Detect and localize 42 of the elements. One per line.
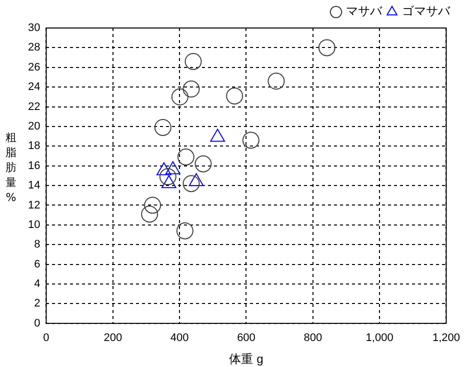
point	[159, 168, 176, 186]
x-tick-label: 1,200	[432, 332, 460, 344]
y-axis-title: 粗脂肪量%	[4, 130, 18, 205]
y-tick-label: 20	[28, 120, 40, 132]
y-tick-label: 0	[34, 317, 40, 330]
y-tick-label: 6	[34, 258, 40, 270]
x-tick-label: 200	[104, 332, 122, 344]
point	[182, 80, 200, 98]
legend-label: ゴマサバ	[402, 4, 451, 18]
y-tick-label: 8	[34, 238, 40, 251]
y-tick-label: 10	[28, 218, 40, 231]
point	[144, 196, 162, 214]
y-tick-label: 28	[28, 42, 40, 54]
y-tick-label: 24	[28, 81, 40, 94]
point	[242, 132, 260, 149]
x-tick-label: 1,000	[366, 332, 394, 344]
x-tick-label: 0	[43, 332, 50, 344]
legend-label: マサバ	[346, 4, 383, 18]
point	[226, 87, 244, 104]
x-axis-title: 体重 g	[229, 352, 264, 366]
y-tick-label: 4	[34, 278, 40, 290]
point	[268, 72, 285, 90]
y-tick-label: 14	[28, 180, 40, 192]
point	[141, 206, 158, 223]
point	[154, 118, 172, 136]
x-tick-label: 400	[170, 332, 189, 344]
y-tick-label: 16	[28, 160, 40, 172]
y-tick-label: 2	[34, 298, 40, 310]
y-tick-label: 30	[28, 22, 40, 34]
point	[318, 39, 336, 56]
y-tick-label: 22	[28, 100, 40, 113]
point	[182, 175, 200, 192]
point	[176, 222, 194, 240]
point	[194, 155, 212, 172]
x-tick-label: 600	[237, 332, 256, 344]
x-tick-label: 800	[304, 332, 322, 344]
point	[177, 148, 194, 166]
y-tick-label: 18	[28, 140, 40, 152]
point	[184, 52, 202, 70]
y-tick-label: 26	[28, 61, 40, 74]
y-tick-label: 12	[28, 199, 40, 212]
point	[171, 88, 188, 106]
